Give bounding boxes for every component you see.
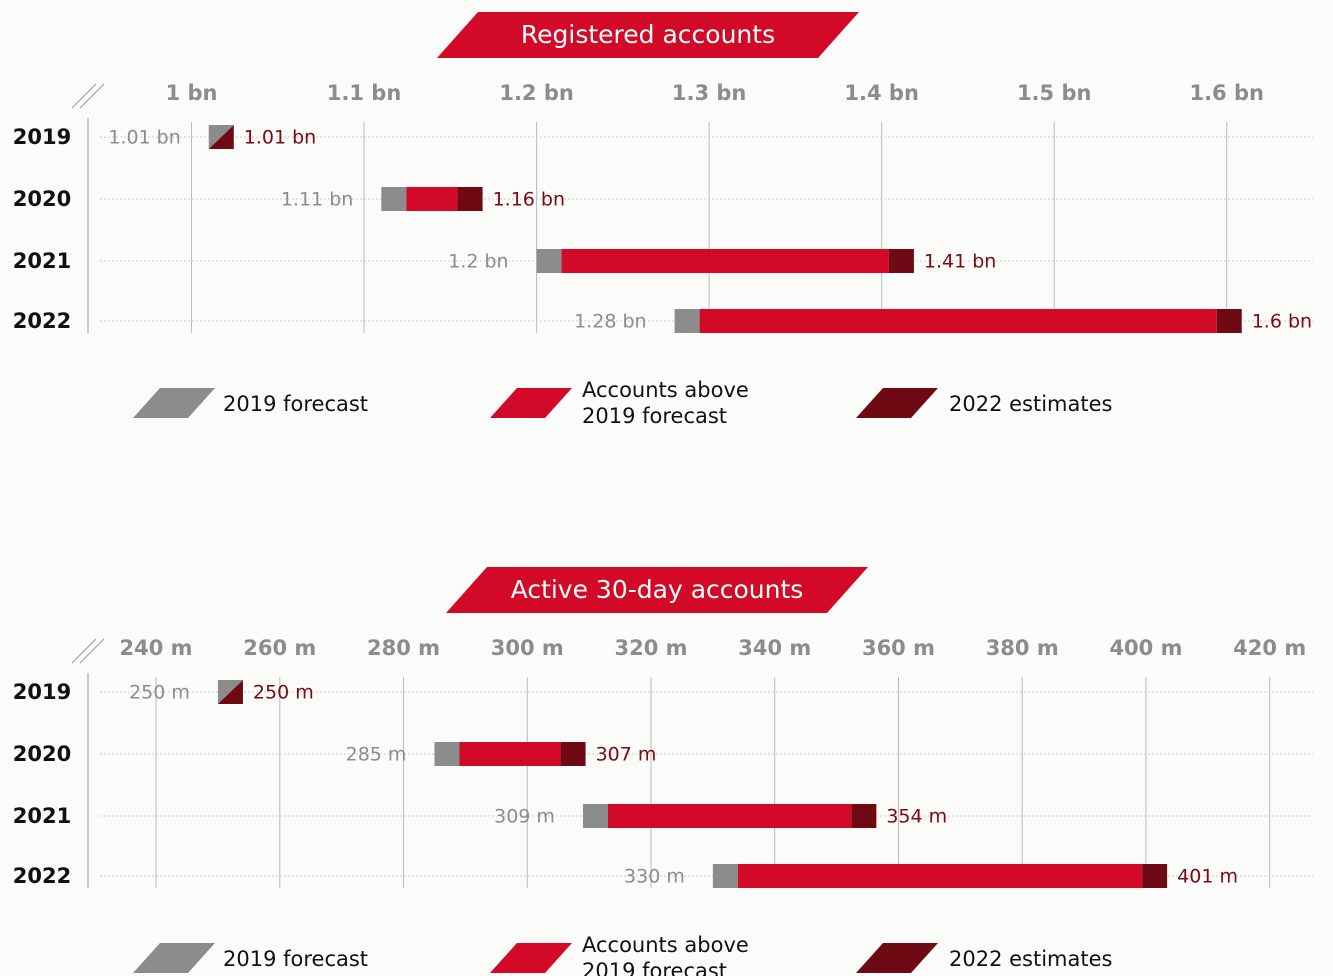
above-forecast-bar [459,742,561,766]
legend-label: Accounts above 2019 forecast [582,933,749,976]
x-tick-label: 380 m [986,636,1059,660]
forecast-label: 309 m [494,806,555,828]
y-tick-label: 2022 [13,309,71,333]
forecast-label: 1.11 bn [281,189,353,211]
y-tick-label: 2020 [13,742,71,766]
estimate-label: 401 m [1177,866,1238,888]
forecast-bar [434,742,460,766]
x-tick-label: 420 m [1233,636,1306,660]
title-banner [446,567,868,613]
legend-label: 2019 forecast [223,392,369,416]
forecast-bar [582,804,608,828]
y-tick-label: 2021 [13,804,71,828]
chart-title: Active 30-day accounts [511,575,804,604]
axis-break [79,83,105,109]
x-tick-label: 360 m [862,636,935,660]
x-tick-label: 1.5 bn [1017,81,1092,105]
estimate-label: 250 m [253,682,314,704]
legend-swatch [133,388,215,418]
estimate-bar [457,187,483,211]
y-tick-label: 2019 [13,125,71,149]
above-forecast-bar [607,804,852,828]
above-forecast-bar [406,187,458,211]
estimate-bar [1216,309,1242,333]
x-tick-label: 320 m [614,636,687,660]
forecast-label: 330 m [624,866,685,888]
forecast-label: 1.01 bn [108,127,180,149]
estimate-label: 307 m [596,744,657,766]
estimate-bar [888,249,914,273]
estimate-label: 1.16 bn [493,189,565,211]
axis-break [71,638,97,664]
legend-label: 2022 estimates [949,392,1113,416]
legend-swatch [490,388,572,418]
legend-swatch [490,943,572,973]
forecast-label: 1.2 bn [448,251,508,273]
x-tick-label: 1.3 bn [672,81,747,105]
x-tick-label: 260 m [243,636,316,660]
y-tick-label: 2020 [13,187,71,211]
estimate-bar [560,742,586,766]
x-tick-label: 340 m [738,636,811,660]
forecast-label: 250 m [129,682,190,704]
estimate-part [217,680,243,704]
title-banner [437,12,859,58]
above-forecast-bar [737,864,1143,888]
x-tick-label: 280 m [367,636,440,660]
legend-swatch [856,943,938,973]
estimate-bar [851,804,877,828]
estimate-label: 1.01 bn [244,127,316,149]
axis-break [71,83,97,109]
y-tick-label: 2021 [13,249,71,273]
x-tick-label: 400 m [1109,636,1182,660]
forecast-bar [712,864,738,888]
above-forecast-bar [561,249,889,273]
forecast-bar [381,187,407,211]
forecast-bar [536,249,562,273]
x-tick-label: 1.2 bn [499,81,574,105]
x-tick-label: 300 m [491,636,564,660]
x-tick-label: 1.1 bn [327,81,402,105]
forecast-label: 1.28 bn [574,311,646,333]
legend-label: 2019 forecast [223,947,369,971]
chart-title: Registered accounts [521,20,775,49]
y-tick-label: 2022 [13,864,71,888]
legend-label: 2022 estimates [949,947,1113,971]
legend-label: Accounts above 2019 forecast [582,378,749,428]
estimate-label: 1.41 bn [924,251,996,273]
legend-swatch [133,943,215,973]
above-forecast-bar [699,309,1217,333]
forecast-bar [674,309,700,333]
x-tick-label: 240 m [120,636,193,660]
estimate-bar [1142,864,1168,888]
axis-break [79,638,105,664]
estimate-label: 1.6 bn [1252,311,1312,333]
y-tick-label: 2019 [13,680,71,704]
x-tick-label: 1 bn [166,81,218,105]
estimate-part [208,125,234,149]
x-tick-label: 1.6 bn [1189,81,1264,105]
estimate-label: 354 m [886,806,947,828]
forecast-label: 285 m [346,744,407,766]
x-tick-label: 1.4 bn [844,81,919,105]
legend-swatch [856,388,938,418]
